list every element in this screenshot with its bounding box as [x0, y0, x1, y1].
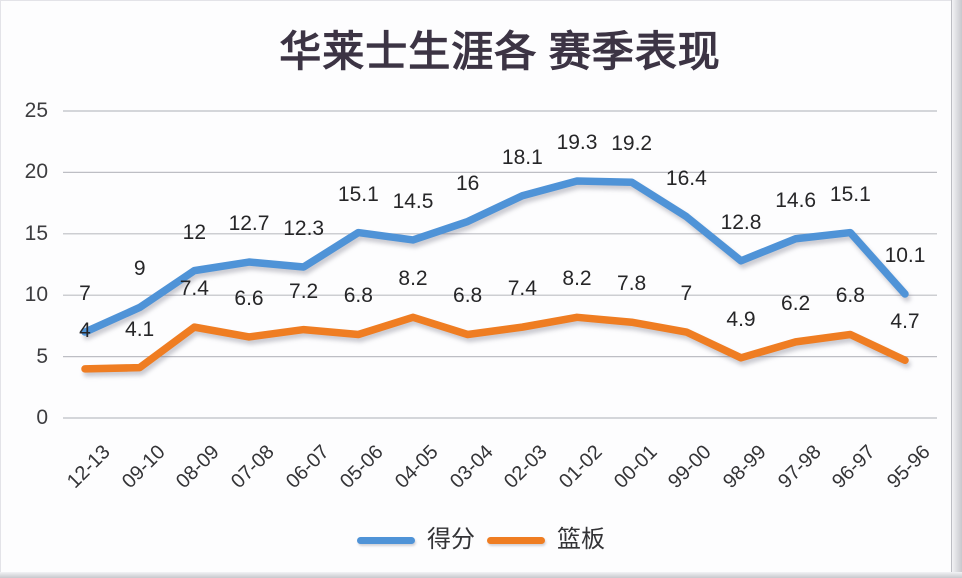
- data-label: 7.4: [179, 277, 209, 301]
- data-label: 8.2: [562, 267, 592, 291]
- data-label: 9: [133, 257, 146, 281]
- chart-title: 华莱士生涯各 赛季表现: [279, 30, 721, 76]
- data-label: 4.9: [726, 307, 756, 331]
- data-label: 7.4: [507, 277, 537, 301]
- data-label: 15.1: [829, 182, 871, 206]
- y-axis-label: 20: [24, 160, 48, 184]
- data-label: 4.7: [890, 310, 920, 334]
- data-label: 12: [182, 220, 206, 244]
- legend-label: 篮板: [557, 526, 605, 553]
- legend: 得分 篮板: [0, 524, 962, 556]
- data-label: 19.2: [611, 132, 653, 156]
- data-label: 12.8: [720, 210, 762, 234]
- data-label: 4: [79, 318, 91, 342]
- data-label: 18.1: [501, 145, 543, 169]
- photo-edge-bottom: [0, 572, 962, 578]
- y-axis-label: 0: [36, 406, 48, 429]
- data-label: 6.8: [343, 284, 373, 308]
- data-label: 8.2: [398, 267, 428, 291]
- data-label: 7.2: [289, 279, 319, 303]
- data-label: 12.3: [283, 216, 325, 240]
- data-label: 6.6: [234, 286, 264, 310]
- data-label: 7: [79, 282, 91, 306]
- data-label: 14.6: [775, 188, 817, 212]
- y-axis-label: 5: [36, 344, 48, 368]
- data-label: 7.8: [617, 272, 647, 296]
- legend-swatch: [487, 536, 545, 544]
- y-axis-label: 25: [24, 99, 48, 122]
- data-label: 6.8: [835, 284, 865, 308]
- y-axis-label: 15: [24, 221, 48, 245]
- y-axis-label: 10: [24, 283, 48, 307]
- data-label: 12.7: [228, 212, 270, 236]
- legend-label: 得分: [427, 526, 475, 553]
- data-label: 14.5: [392, 189, 434, 213]
- photo-edge-right: [951, 0, 962, 578]
- data-label: 6.8: [453, 284, 483, 308]
- data-label: 10.1: [884, 243, 926, 267]
- data-label: 6.2: [781, 291, 811, 315]
- data-label: 19.3: [556, 130, 598, 154]
- data-label: 15.1: [337, 182, 379, 206]
- points-line: [81, 177, 909, 336]
- data-label: 16.4: [665, 166, 707, 190]
- rebounds-line: [81, 313, 909, 373]
- data-label: 4.1: [125, 317, 155, 341]
- data-label: 16: [455, 171, 480, 195]
- data-label: 7: [680, 282, 693, 306]
- legend-swatch: [357, 536, 415, 544]
